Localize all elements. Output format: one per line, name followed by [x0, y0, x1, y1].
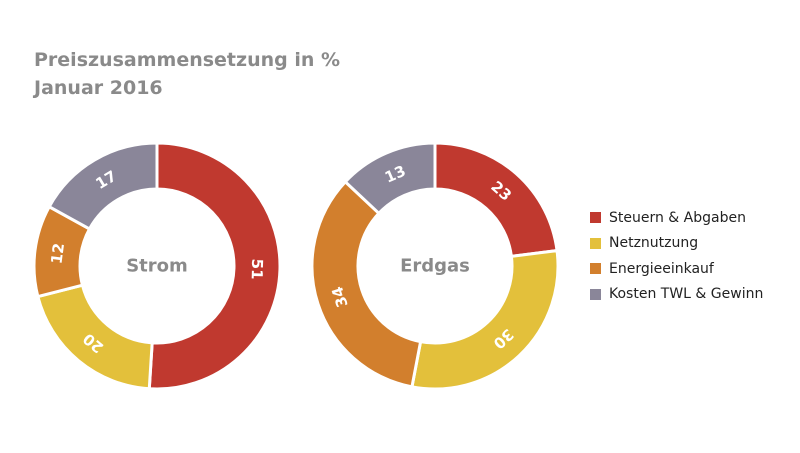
data-label-energie-erdgas: 34 [328, 284, 352, 309]
slice-energie-erdgas [310, 179, 423, 389]
slice-kosten-erdgas [343, 141, 437, 216]
legend-item-netz: Netznutzung [590, 231, 763, 257]
legend: Steuern & Abgaben Netznutzung Energieein… [590, 205, 763, 307]
slice-steuern-strom [147, 141, 282, 391]
slice-kosten-strom [47, 141, 159, 231]
center-label-erdgas: Erdgas [400, 256, 470, 277]
legend-label-kosten: Kosten TWL & Gewinn [609, 286, 764, 303]
chart-title-block: Preiszusammensetzung in % Januar 2016 [34, 46, 340, 102]
slice-netz-erdgas [410, 248, 560, 391]
legend-label-steuern: Steuern & Abgaben [609, 209, 746, 226]
legend-label-netz: Netznutzung [609, 235, 699, 252]
data-label-energie-strom: 12 [48, 242, 68, 265]
legend-item-steuern: Steuern & Abgaben [590, 205, 763, 231]
slice-steuern-erdgas [433, 141, 559, 259]
legend-item-energie: Energieeinkauf [590, 256, 763, 282]
legend-swatch-kosten [590, 288, 601, 300]
legend-item-kosten: Kosten TWL & Gewinn [590, 282, 763, 308]
legend-swatch-steuern [590, 212, 601, 224]
legend-swatch-energie [590, 263, 601, 275]
legend-swatch-netz [590, 237, 601, 249]
data-label-steuern-strom: 51 [248, 258, 267, 279]
chart-subtitle: Januar 2016 [34, 77, 163, 99]
chart-title: Preiszusammensetzung in % [34, 49, 341, 71]
center-label-strom: Strom [126, 256, 188, 277]
legend-label-energie: Energieeinkauf [609, 260, 714, 277]
